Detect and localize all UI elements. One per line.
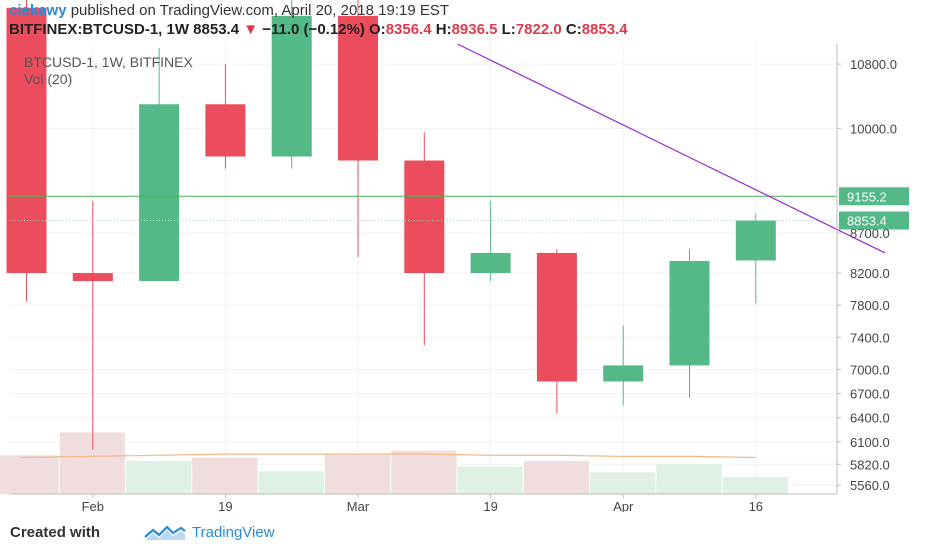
volume-bar: [656, 464, 722, 494]
close-value: 8853.4: [581, 21, 628, 38]
volume-bar: [590, 472, 656, 494]
volume-bar: [0, 455, 59, 494]
x-tick-label: Mar: [347, 499, 370, 512]
volume-bar: [391, 450, 457, 494]
y-tick-label: 7000.0: [850, 362, 890, 377]
legend: BTCUSD-1, 1W, BITFINEX Vol (20): [24, 54, 193, 87]
chart-canvas[interactable]: 5560.0 5820.0 6100.0 6400.0 6700.0 7000.0 7400…: [0, 0, 932, 512]
candle-body: [536, 252, 577, 382]
ohlc-line: BITFINEX:BTCUSD-1, 1W 8853.4 ▼ −11.0 (−0…: [9, 21, 628, 38]
x-tick-label: 19: [483, 499, 497, 512]
volume-bar: [125, 460, 192, 494]
candle-body: [72, 273, 113, 282]
publish-info: published on TradingView.com, April 20, …: [70, 2, 450, 19]
low-value: 7822.0: [515, 21, 562, 38]
y-tick-label: 10000.0: [850, 121, 897, 136]
y-tick-label: 10800.0: [850, 57, 897, 72]
volume-bar: [523, 460, 590, 494]
y-tick-label: 7800.0: [850, 298, 890, 313]
overlays: [9, 43, 886, 254]
author-link[interactable]: ciekawy: [9, 2, 67, 19]
x-axis: Feb 19 Mar 19 Apr 16: [9, 493, 837, 512]
footer: Created with TradingView: [0, 512, 932, 550]
x-tick-label: 16: [749, 499, 763, 512]
y-tick-label: 8700.0: [850, 226, 890, 241]
last-price-label: 8853.4: [847, 214, 887, 229]
candle-body: [205, 104, 246, 157]
candle-body: [404, 160, 445, 274]
volume-ma-line: [20, 453, 756, 459]
x-tick-label: Feb: [82, 499, 104, 512]
down-arrow-icon: ▼: [243, 21, 259, 38]
legend-series: BTCUSD-1, 1W, BITFINEX: [24, 54, 193, 70]
high-value: 8936.5: [451, 21, 498, 38]
y-tick-label: 8200.0: [850, 266, 890, 281]
symbol-label: BITFINEX:BTCUSD-1, 1W: [9, 21, 189, 38]
tradingview-link[interactable]: TradingView: [192, 524, 275, 541]
open-label: O:: [369, 21, 386, 38]
y-tick-label: 6100.0: [850, 435, 890, 450]
x-tick-label: 19: [218, 499, 232, 512]
volume-pane: [0, 432, 788, 494]
volume-bar: [722, 476, 788, 494]
hline-price-label: 9155.2: [847, 189, 887, 204]
y-axis: 5560.0 5820.0 6100.0 6400.0 6700.0 7000.0 7400…: [836, 44, 909, 494]
low-label: L:: [501, 21, 516, 38]
candle-body: [271, 15, 312, 157]
y-tick-label: 6400.0: [850, 411, 890, 426]
candle-body: [470, 252, 511, 274]
candle-body: [735, 220, 776, 261]
volume-bar: [258, 471, 324, 494]
high-label: H:: [435, 21, 452, 38]
close-label: C:: [565, 21, 582, 38]
tradingview-logo-icon[interactable]: [144, 525, 186, 541]
candles: [6, 0, 776, 450]
publish-line: ciekawy published on TradingView.com, Ap…: [9, 2, 449, 19]
y-tick-label: 6700.0: [850, 387, 890, 402]
candle-body: [669, 260, 710, 366]
candle-body: [338, 15, 378, 161]
created-with-label: Created with: [10, 524, 101, 541]
y-tick-label: 5560.0: [850, 478, 890, 493]
volume-bar: [457, 466, 523, 494]
last-price-label-bg: [839, 211, 909, 230]
volume-bar: [324, 454, 391, 494]
volume-bar: [192, 457, 258, 494]
candle-body: [6, 7, 47, 274]
last-price: 8853.4: [193, 21, 240, 38]
trendline: [457, 43, 886, 254]
y-tick-label: 5820.0: [850, 457, 890, 472]
candle-body: [139, 104, 180, 282]
hline-price-label-bg: [839, 187, 909, 206]
candle-body: [603, 365, 644, 382]
open-value: 8356.4: [385, 21, 432, 38]
price-change: −11.0 (−0.12%): [262, 21, 365, 38]
legend-volume: Vol (20): [24, 71, 72, 87]
x-tick-label: Apr: [613, 499, 634, 512]
y-tick-label: 7400.0: [850, 330, 890, 345]
